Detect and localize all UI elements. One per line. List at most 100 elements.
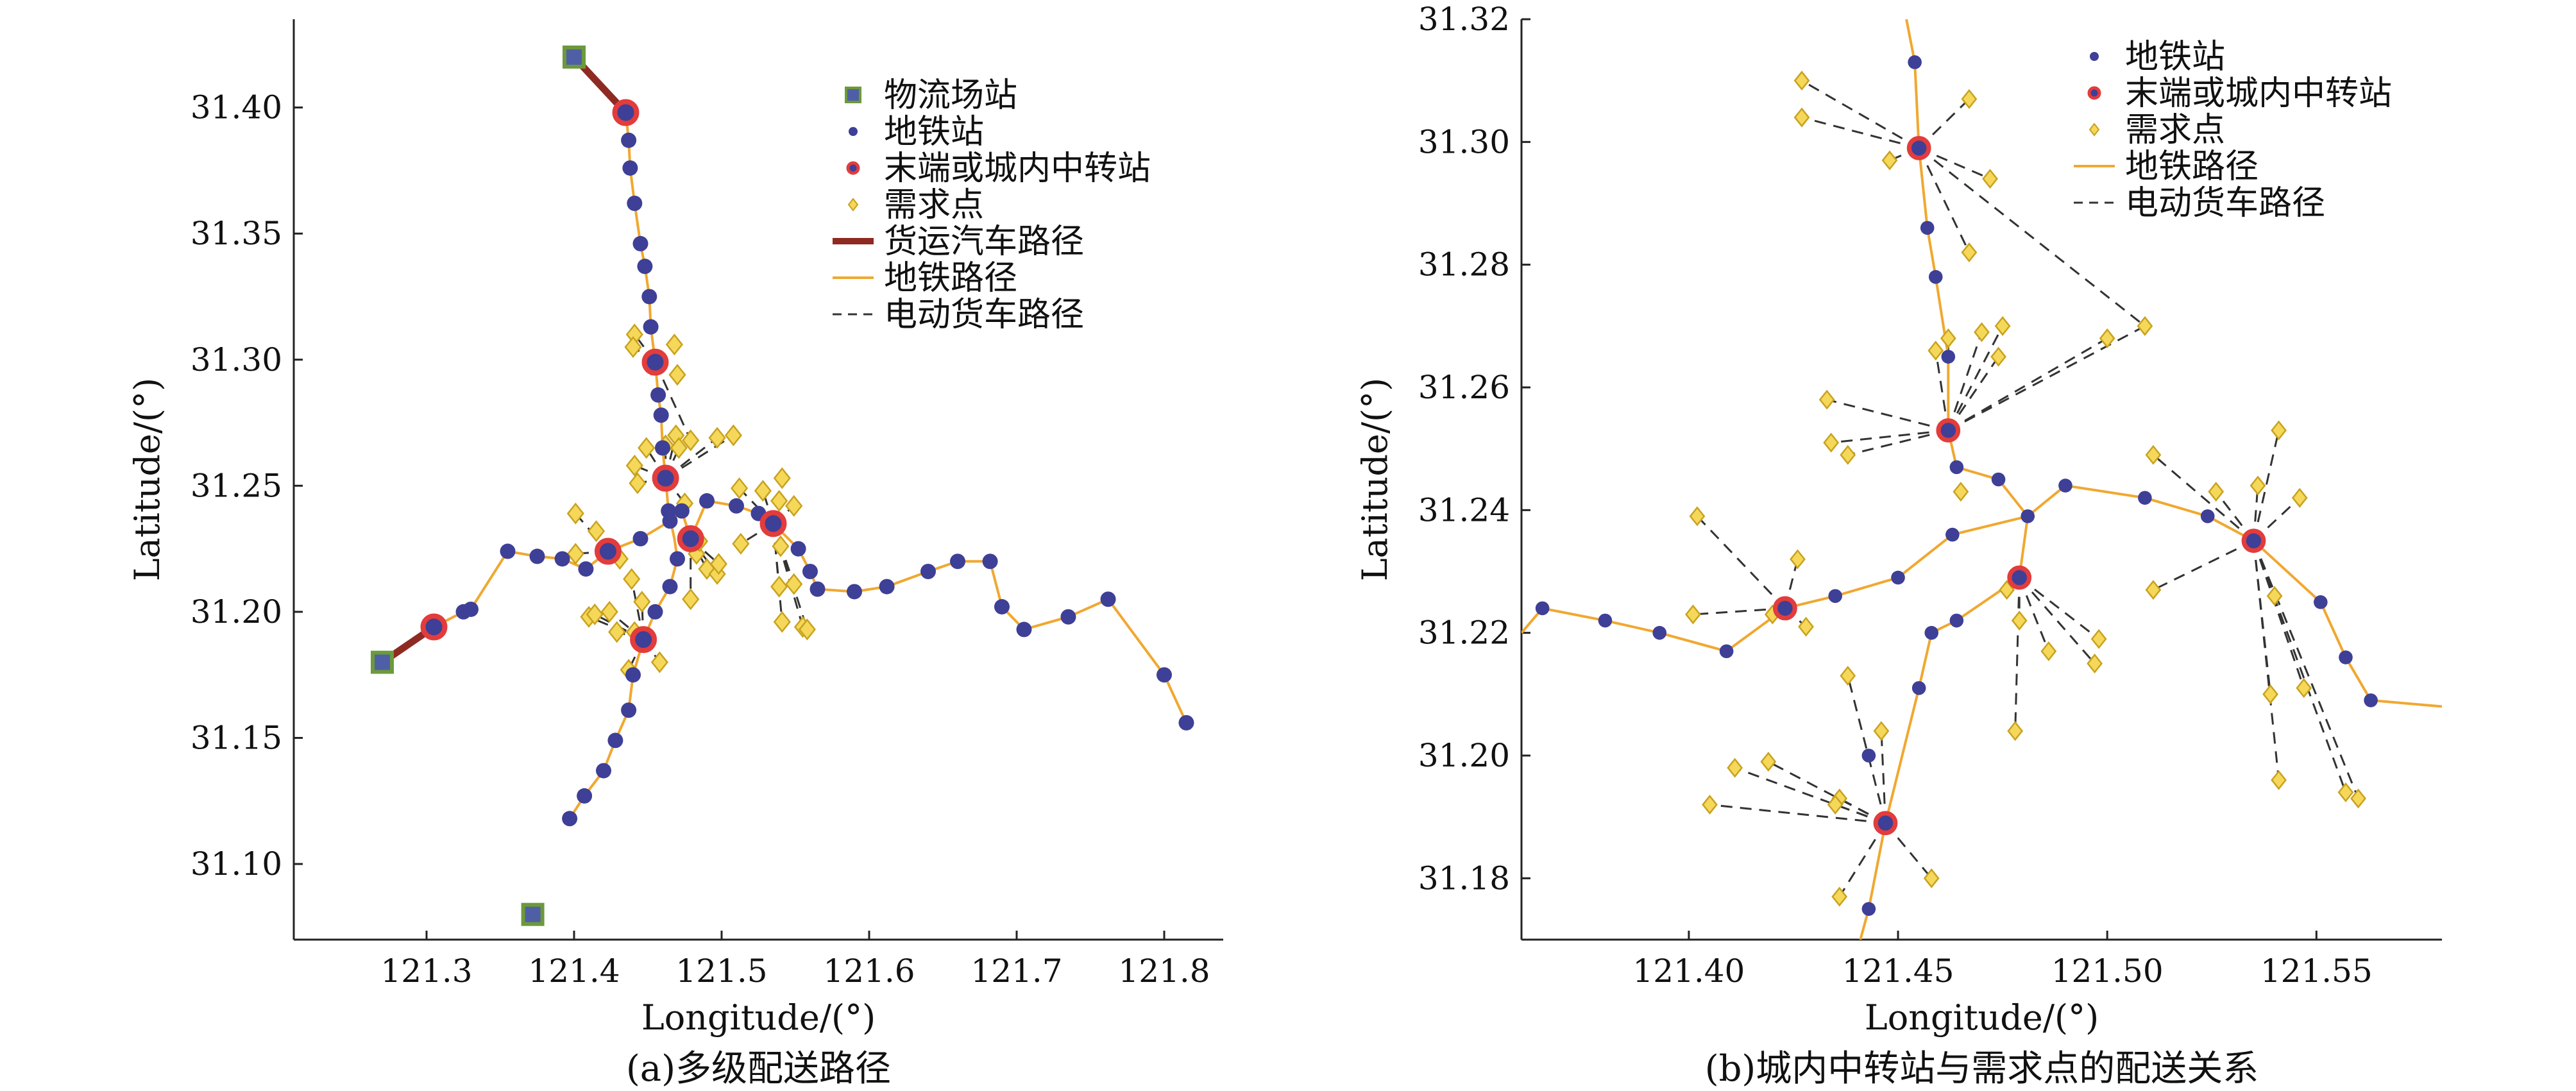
ev-route-link xyxy=(1947,325,2004,431)
metro-station xyxy=(607,732,623,748)
metro-station xyxy=(879,579,895,595)
metro-station xyxy=(577,788,593,804)
demand-point xyxy=(1793,71,1810,91)
demand-point xyxy=(1840,444,1856,465)
demand-point xyxy=(600,600,618,623)
y-tick-label: 31.20 xyxy=(191,593,282,630)
legend-marker-transfer xyxy=(846,161,860,175)
metro-station xyxy=(632,235,648,251)
demand-point xyxy=(1727,757,1743,778)
metro-station xyxy=(1928,270,1943,284)
ev-route-link xyxy=(2252,541,2280,781)
ev-route-link xyxy=(2153,539,2255,591)
ev-route-link xyxy=(1709,804,1886,824)
transfer-station xyxy=(759,510,787,537)
demand-point xyxy=(682,588,700,611)
transfer-station xyxy=(1906,135,1931,160)
metro-station xyxy=(529,548,545,564)
ev-route-link xyxy=(1838,822,1886,897)
demand-point xyxy=(2087,653,2103,674)
metro-station xyxy=(1719,644,1734,659)
metro-station xyxy=(1861,748,1876,763)
demand-point xyxy=(730,477,749,500)
legend-label: 需求点 xyxy=(884,186,984,224)
y-tick-label: 31.18 xyxy=(1418,859,1510,897)
demand-point xyxy=(1940,328,1956,348)
demand-point xyxy=(1831,886,1848,907)
demand-point xyxy=(1798,616,1814,637)
ev-route-link xyxy=(2152,454,2255,542)
ev-route-link xyxy=(1693,607,1786,616)
metro-station xyxy=(627,196,643,211)
metro-station xyxy=(554,551,570,567)
legend-label: 电动货车路径 xyxy=(884,296,1084,334)
metro-station xyxy=(637,258,653,275)
metro-station xyxy=(1157,667,1172,683)
y-tick-label: 31.28 xyxy=(1418,246,1510,283)
demand-point xyxy=(754,480,772,502)
metro-station xyxy=(578,561,594,577)
metro-station xyxy=(643,319,659,335)
demand-point xyxy=(1793,107,1810,128)
metro-station xyxy=(1652,625,1667,640)
ev-route-link xyxy=(1801,80,1920,149)
y-tick-label: 31.30 xyxy=(191,341,282,378)
demand-point xyxy=(709,553,728,575)
transfer-station xyxy=(1936,418,1961,443)
ev-route-link xyxy=(1947,325,2146,432)
metro-station xyxy=(1100,591,1116,607)
x-axis-label: Longitude/(°) xyxy=(641,997,876,1038)
x-tick-label: 121.4 xyxy=(528,952,620,990)
ev-route-link xyxy=(2253,540,2347,793)
transfer-station xyxy=(652,464,679,492)
ev-route-link xyxy=(772,523,783,622)
demand-point xyxy=(1953,482,1969,502)
ev-route-link xyxy=(1947,337,2108,432)
demand-point xyxy=(2011,611,2028,631)
logistics-hub xyxy=(371,650,394,674)
plot-area xyxy=(1521,19,2442,940)
demand-point xyxy=(650,651,669,673)
ev-route-link xyxy=(1880,731,1886,824)
legend-marker-transfer xyxy=(2087,86,2101,100)
demand-point xyxy=(2250,475,2266,496)
demand-point xyxy=(732,532,750,555)
panel-b: 121.40 121.45 121.50 121.55 31.18 31.20 31.22 3… xyxy=(1355,1,2442,1090)
metro-station xyxy=(647,604,663,620)
metro-station xyxy=(729,498,744,514)
ev-route-link xyxy=(2019,577,2096,664)
legend-marker-station xyxy=(2090,52,2099,61)
ev-route-link xyxy=(1918,148,1970,253)
metro-station xyxy=(920,564,936,579)
demand-point xyxy=(1923,868,1940,888)
ev-route-link xyxy=(1831,429,1949,444)
metro-station xyxy=(1924,625,1939,640)
demand-point xyxy=(1840,666,1856,686)
demand-point xyxy=(2266,586,2283,606)
legend-label: 货运汽车路径 xyxy=(884,223,1084,261)
ev-route-link xyxy=(1919,147,1991,180)
legend-label: 末端或城内中转站 xyxy=(884,149,1151,188)
demand-point xyxy=(2296,678,2312,698)
demand-point xyxy=(1928,341,1944,361)
x-tick-label: 121.50 xyxy=(2051,952,2164,990)
metro-station xyxy=(1941,350,1956,364)
legend-label: 地铁站 xyxy=(884,113,984,151)
metro-station xyxy=(1828,589,1843,604)
y-tick-label: 31.20 xyxy=(1418,737,1510,774)
transfer-station xyxy=(612,99,640,126)
demand-point xyxy=(1881,150,1898,171)
ev-route-link xyxy=(1885,822,1933,879)
ev-route-link xyxy=(2014,577,2021,731)
demand-point xyxy=(1760,752,1777,772)
demand-point xyxy=(624,336,642,359)
transfer-station xyxy=(1873,811,1898,836)
metro-station xyxy=(1949,460,1964,475)
metro-station xyxy=(662,579,678,595)
demand-point xyxy=(724,424,743,446)
metro-station xyxy=(674,503,690,519)
metro-station xyxy=(596,763,611,779)
metro-station xyxy=(632,530,648,546)
